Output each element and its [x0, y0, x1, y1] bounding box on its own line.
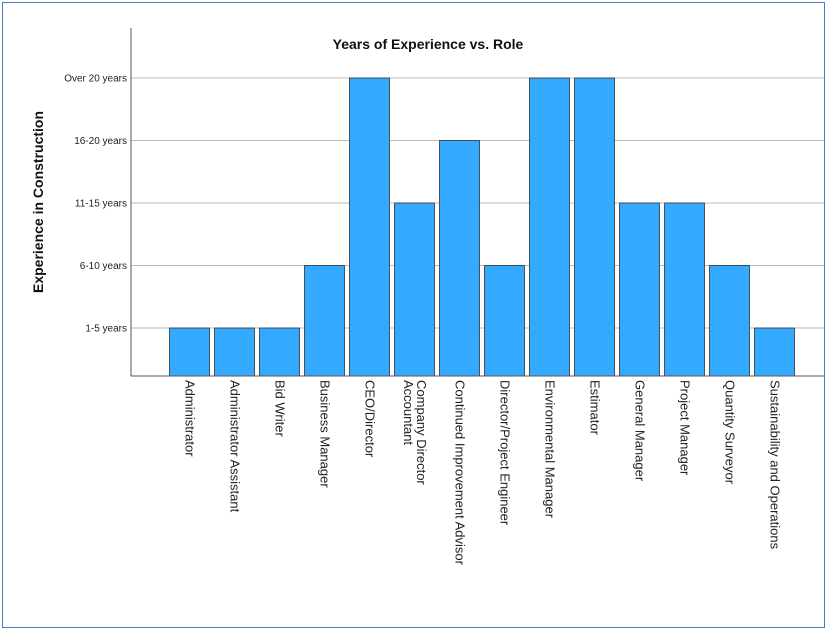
- y-tick-label: 1-5 years: [85, 324, 127, 335]
- bar: [169, 327, 210, 377]
- x-tick-labels: Administrator Administrator Assistant Bid …: [183, 380, 783, 566]
- bar: [439, 140, 480, 377]
- x-tick-label-line: Administrator: [183, 380, 198, 457]
- bar: [349, 77, 390, 377]
- bar: [304, 265, 345, 377]
- bar: [529, 77, 570, 377]
- y-axis-label: Experience in Construction: [30, 111, 46, 293]
- bar: [214, 327, 255, 377]
- y-tick-label: 16-20 years: [74, 136, 127, 147]
- x-tick-label-line: Director/Project Engineer: [498, 380, 513, 526]
- x-tick-label: Administrator: [183, 380, 198, 457]
- x-tick-label: General Manager: [633, 380, 648, 482]
- x-tick-label: Environmental Manager: [543, 380, 558, 519]
- bar: [619, 202, 660, 377]
- chart-title: Years of Experience vs. Role: [333, 36, 524, 52]
- x-tick-label: Sustainability and Operations: [768, 380, 783, 550]
- bar: [664, 202, 705, 377]
- bar: [709, 265, 750, 377]
- bar: [754, 327, 795, 377]
- x-tick-label: Continued Improvement Advisor: [453, 380, 468, 566]
- x-tick-label-line: Sustainability and Operations: [768, 380, 783, 550]
- bar: [259, 327, 300, 377]
- x-tick-label: Business Manager: [318, 380, 333, 488]
- x-tick-label-line: Environmental Manager: [543, 380, 558, 519]
- x-tick-label-line: Quantity Surveyor: [723, 380, 738, 485]
- bar: [484, 265, 525, 377]
- x-tick-label-line: Accountant: [401, 380, 416, 445]
- x-tick-label-line: Business Manager: [318, 380, 333, 488]
- x-tick-label-line: Company Director: [414, 380, 429, 485]
- bar: [574, 77, 615, 377]
- y-tick-label: Over 20 years: [64, 74, 127, 85]
- y-tick-label: 11-15 years: [75, 199, 127, 210]
- x-tick-label: Bid Writer: [273, 380, 288, 437]
- x-tick-label-line: Bid Writer: [273, 380, 288, 437]
- x-tick-label-line: Project Manager: [678, 380, 693, 476]
- x-tick-label: Administrator Assistant: [228, 380, 243, 513]
- x-tick-label-line: Administrator Assistant: [228, 380, 243, 513]
- y-tick-label: 6-10 years: [80, 261, 127, 272]
- x-tick-label: CEO/Director: [363, 380, 378, 458]
- bar: [394, 202, 435, 377]
- bars: [169, 77, 795, 377]
- x-tick-label-line: Estimator: [588, 380, 603, 436]
- x-tick-label: Project Manager: [678, 380, 693, 476]
- x-tick-label: Director/Project Engineer: [498, 380, 513, 526]
- x-tick-label-line: CEO/Director: [363, 380, 378, 458]
- y-tick-labels: 1-5 years 6-10 years 11-15 years 16-20 year…: [64, 74, 127, 335]
- x-tick-label: Quantity Surveyor: [723, 380, 738, 485]
- x-tick-label-line: General Manager: [633, 380, 648, 482]
- x-tick-label: Estimator: [588, 380, 603, 436]
- x-tick-label-line: Continued Improvement Advisor: [453, 380, 468, 566]
